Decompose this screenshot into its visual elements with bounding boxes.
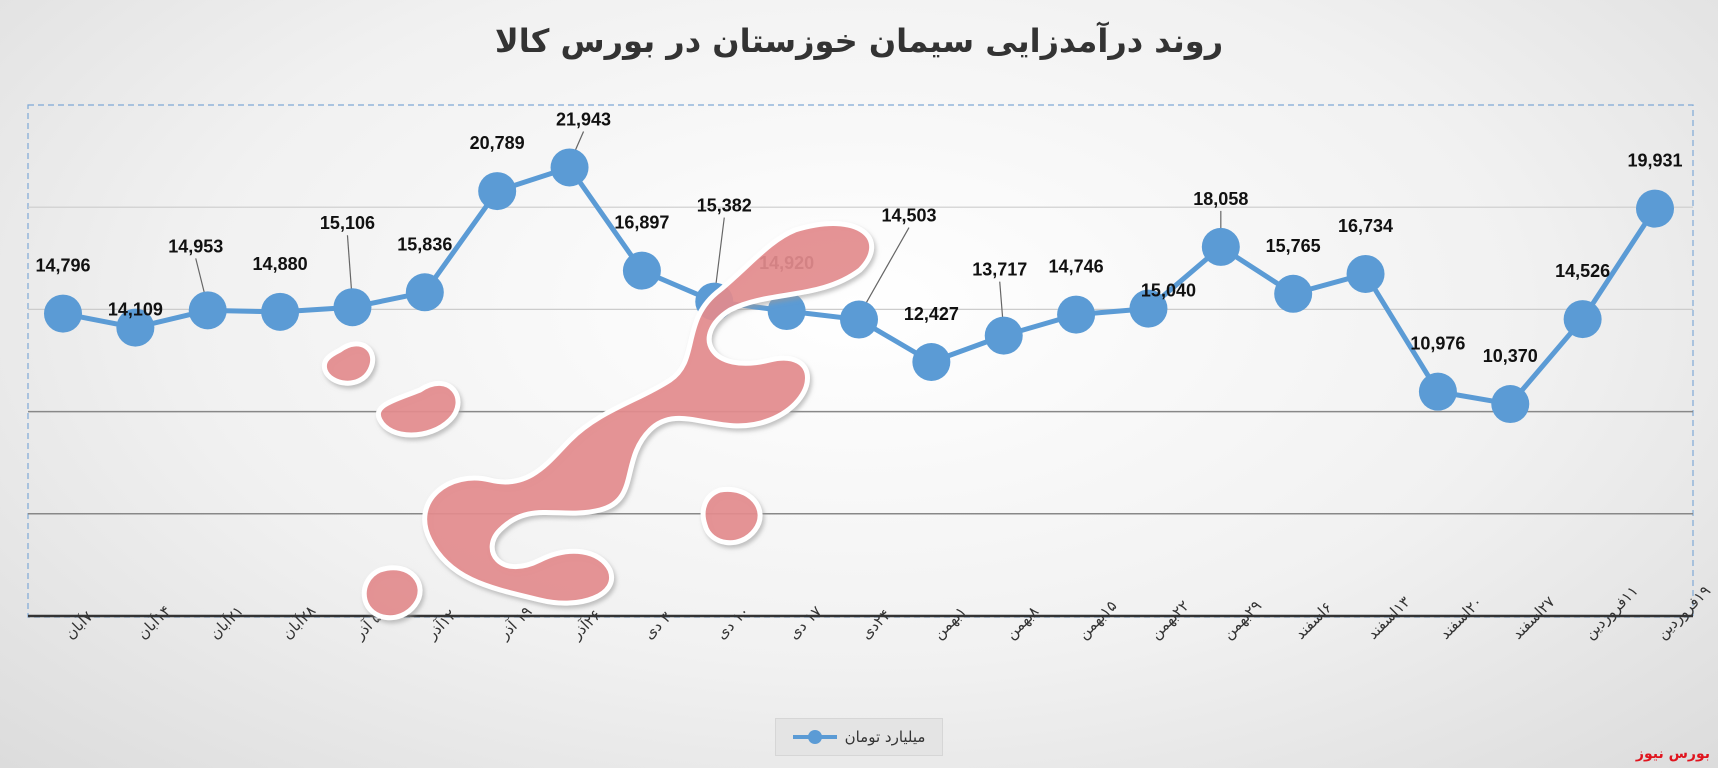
x-tick-label: ۲۷اسفند [1508, 593, 1558, 643]
data-label: 14,953 [168, 236, 223, 256]
x-tick-label: ۱۴آبان [133, 602, 174, 643]
data-label: 14,920 [759, 253, 814, 273]
plot-area-border [27, 104, 1694, 618]
x-tick-label: ۳ دی [640, 608, 675, 643]
x-tick-label: ۷آبان [61, 607, 96, 642]
data-point [1201, 227, 1240, 266]
x-tick-label: ۶اسفند [1291, 598, 1335, 642]
data-label: 15,765 [1266, 236, 1321, 256]
data-point [912, 342, 951, 381]
x-tick-label: ۲۶آذر [567, 606, 605, 644]
data-point [1346, 254, 1385, 293]
data-point [261, 292, 300, 331]
data-point [1563, 300, 1602, 339]
x-tick-label: ۱۷ دی [785, 602, 826, 643]
data-label: 12,427 [904, 304, 959, 324]
data-points [44, 148, 1674, 424]
series-line [62, 164, 1658, 407]
data-label: 10,370 [1483, 346, 1538, 366]
x-tick-label: ۵ آذر [350, 608, 385, 643]
x-axis-ticks: ۷آبان ۱۴آبان ۲۱آبان ۲۸آبان ۵ آذر ۱۲آذر ۱۹ آذر ۲… [61, 582, 1714, 644]
data-point [550, 148, 589, 187]
data-label: 14,880 [253, 254, 308, 274]
x-tick-label: ۲۹بهمن [1219, 597, 1265, 643]
data-label: 18,058 [1193, 189, 1248, 209]
x-tick-label: ۲۲بهمن [1147, 597, 1193, 643]
data-label: 15,836 [397, 234, 452, 254]
data-point [333, 288, 372, 327]
data-label: 16,897 [614, 213, 669, 233]
data-point [1274, 274, 1313, 313]
data-label: 15,106 [320, 213, 375, 233]
data-labels: 14,796 14,109 14,953 14,880 15,106 15,836 20,7… [35, 109, 1682, 366]
data-label: 20,789 [470, 133, 525, 153]
data-label: 10,976 [1410, 334, 1465, 354]
data-point [478, 172, 517, 211]
x-tick-label: ۱بهمن [929, 602, 969, 642]
data-point [1491, 385, 1530, 424]
x-tick-label: ۱۹ آذر [495, 603, 536, 644]
data-label: 15,382 [697, 196, 752, 216]
data-point [1418, 372, 1457, 411]
legend: میلیارد تومان [775, 718, 943, 756]
data-point [1636, 189, 1674, 228]
source-tag: بورس نیوز [1635, 746, 1710, 762]
data-point [116, 308, 155, 347]
x-tick-label: ۱۲آذر [422, 606, 460, 644]
x-tick-label: ۲۴دی [857, 606, 894, 643]
data-point [695, 282, 734, 321]
data-label: 13,717 [972, 260, 1027, 280]
data-label: 14,109 [108, 300, 163, 320]
data-point [188, 291, 227, 330]
data-point [984, 316, 1023, 355]
data-label: 14,796 [35, 256, 90, 276]
data-label: 21,943 [556, 109, 611, 129]
data-point [1129, 289, 1168, 328]
data-point [44, 294, 82, 333]
x-tick-label: ۱۹فروردین [1653, 582, 1714, 643]
data-point [1057, 295, 1096, 334]
x-tick-label: ۱۰ دی [712, 602, 753, 643]
x-tick-label: ۲۰اسفند [1436, 593, 1486, 643]
data-point [767, 292, 806, 331]
legend-swatch [792, 730, 837, 744]
x-tick-label: ۸بهمن [1002, 602, 1042, 642]
x-tick-label: ۲۸آبان [278, 602, 319, 643]
x-tick-label: ۱۵بهمن [1074, 597, 1120, 643]
data-point [405, 273, 444, 312]
data-label: 14,746 [1049, 257, 1104, 277]
x-tick-label: ۱۱فروردین [1581, 582, 1642, 643]
data-label: 16,734 [1338, 216, 1393, 236]
data-point [622, 251, 661, 290]
data-label: 14,526 [1555, 261, 1610, 281]
data-point [840, 300, 878, 339]
legend-label: میلیارد تومان [844, 728, 926, 746]
data-label: 19,931 [1627, 151, 1682, 171]
chart-title: روند درآمدزایی سیمان خوزستان در بورس کال… [494, 22, 1224, 60]
x-tick-label: ۱۳اسفند [1364, 593, 1414, 643]
data-label: 14,503 [881, 206, 936, 226]
x-tick-label: ۲۱آبان [206, 602, 247, 643]
data-label: 15,040 [1141, 281, 1196, 301]
